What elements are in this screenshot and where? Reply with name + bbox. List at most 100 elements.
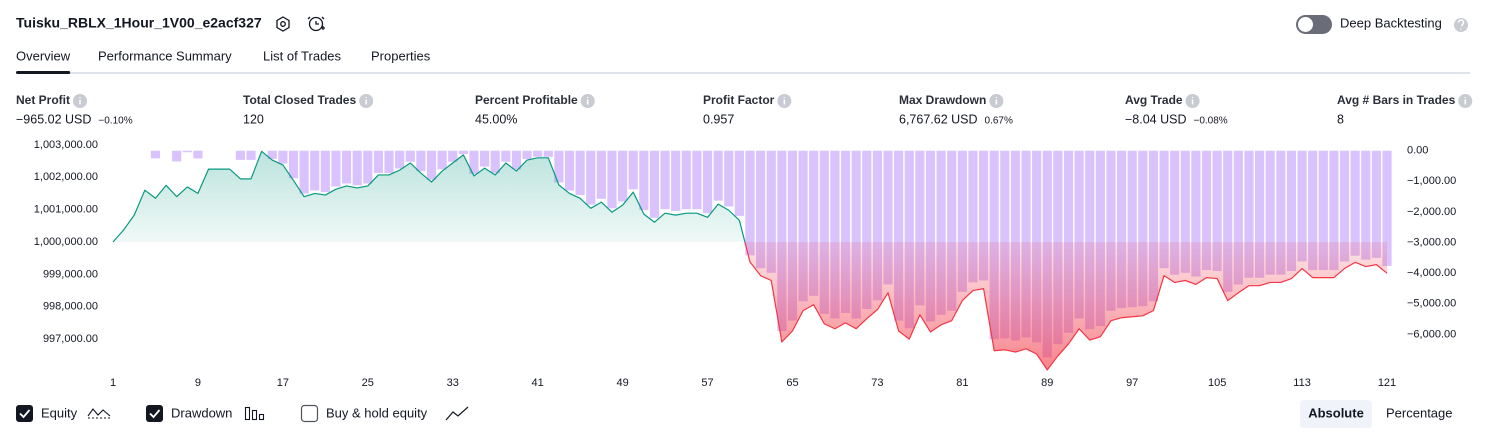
drawdown-bar: [777, 150, 787, 332]
settings-icon[interactable]: [276, 16, 290, 32]
drawdown-bar: [628, 150, 638, 190]
x-tick-label: 1: [110, 377, 116, 389]
x-tick-label: 105: [1208, 377, 1226, 389]
drawdown-bar: [1329, 150, 1339, 271]
drawdown-bar: [1308, 150, 1318, 271]
drawdown-bar: [384, 150, 394, 174]
drawdown-bar: [1148, 150, 1159, 302]
toggle-knob: [1298, 17, 1313, 32]
drawdown-bar: [936, 150, 946, 315]
drawdown-bar: [575, 150, 585, 196]
drawdown-bar: [278, 150, 288, 164]
tab[interactable]: Overview: [16, 48, 71, 63]
strategy-title: Tuisku_RBLX_1Hour_1V00_e2acf327: [16, 15, 262, 31]
metric-label: Max Drawdown: [899, 93, 986, 107]
legend-checkbox[interactable]: Buy & hold equity: [300, 404, 428, 423]
y-tick-label: 999,000.00: [43, 268, 98, 280]
drawdown-bar: [533, 150, 543, 157]
icon-line: [445, 406, 469, 421]
x-tick-label: 121: [1378, 377, 1396, 389]
drawdown-bar: [1159, 150, 1169, 269]
drawdown-bar: [310, 150, 320, 191]
drawdown-bar: [501, 150, 511, 162]
x-tick-label: 97: [1126, 377, 1138, 389]
legend-checkbox[interactable]: Drawdown: [146, 405, 232, 422]
drawdown-bar: [1382, 150, 1392, 266]
drawdown-bar: [1191, 150, 1201, 277]
drawdown-bar: [1361, 150, 1371, 260]
metric-label: Total Closed Trades: [243, 93, 356, 107]
drawdown-bar: [1212, 150, 1222, 272]
deep-backtesting-toggle[interactable]: [1296, 15, 1332, 34]
drawdown-bar: [246, 150, 256, 160]
icon-bar: [258, 413, 265, 421]
drawdown-bar: [543, 150, 553, 157]
drawdown-bar: [968, 150, 978, 283]
drawdown-bar: [702, 150, 713, 214]
drawdown-bar: [1371, 150, 1381, 258]
drawdown-bar: [267, 150, 277, 159]
drawdown-bar: [554, 150, 564, 183]
drawdown-bar: [458, 150, 468, 155]
metric-label: Profit Factor: [703, 93, 775, 107]
y-tick-label: 1,001,000.00: [34, 204, 98, 216]
clock-hands: [307, 16, 325, 30]
metric-value: 120: [243, 112, 264, 126]
drawdown-bar: [1180, 150, 1190, 273]
drawdown-bar: [894, 150, 904, 321]
drawdown-bar: [957, 150, 967, 292]
drawdown-bar: [1127, 150, 1137, 308]
drawdown-bar: [352, 150, 362, 186]
drawdown-bar: [851, 150, 861, 319]
drawdown-bar: [586, 150, 596, 205]
y2-tick-label: −5,000.00: [1407, 298, 1456, 310]
drawdown-bar: [1138, 150, 1148, 307]
y-tick-label: 1,002,000.00: [34, 171, 98, 183]
buyhold-legend-icon: [445, 406, 469, 421]
y2-tick-label: −1,000.00: [1407, 175, 1456, 187]
drawdown-bar: [235, 150, 245, 160]
metric-percent: −0.10%: [98, 116, 132, 127]
drawdown-bar: [862, 150, 872, 309]
tab[interactable]: Performance Summary: [98, 48, 232, 63]
tab[interactable]: Properties: [371, 48, 431, 63]
gear-hole: [280, 21, 286, 27]
drawdown-bar: [1339, 150, 1350, 262]
x-tick-label: 9: [195, 377, 201, 389]
alert-icon[interactable]: [307, 16, 325, 32]
help-icon[interactable]: [1454, 18, 1468, 32]
mode-active-bg: [1300, 400, 1372, 428]
mode-button[interactable]: Absolute: [1308, 405, 1364, 420]
drawdown-bar: [724, 150, 734, 207]
drawdown-bar: [872, 150, 882, 301]
mode-button[interactable]: Percentage: [1386, 405, 1453, 420]
drawdown-bar: [1265, 150, 1275, 275]
drawdown-bar: [883, 150, 893, 285]
drawdown-bar: [1318, 150, 1328, 271]
drawdown-bar: [1233, 150, 1243, 285]
tab[interactable]: List of Trades: [263, 48, 342, 63]
checkmark: [19, 409, 31, 419]
y-tick-label: 1,003,000.00: [34, 139, 98, 151]
drawdown-bar: [692, 150, 702, 210]
drawdown-bar: [193, 150, 203, 159]
drawdown-bar: [288, 150, 299, 179]
drawdown-bar: [182, 150, 192, 153]
drawdown-bar: [469, 150, 479, 174]
drawdown-bar: [1276, 150, 1286, 275]
drawdown-bar: [150, 150, 161, 159]
drawdown-bar: [809, 150, 819, 296]
legend-label: Buy & hold equity: [326, 405, 428, 420]
metric-value: 8: [1337, 112, 1344, 126]
drawdown-bar: [660, 150, 670, 210]
x-tick-label: 57: [701, 377, 713, 389]
drawdown-bar: [681, 150, 691, 210]
drawdown-bar: [1201, 150, 1212, 271]
drawdown-bar: [564, 150, 575, 191]
drawdown-bar: [405, 150, 415, 162]
drawdown-bar: [596, 150, 606, 199]
x-tick-label: 81: [956, 377, 968, 389]
legend-checkbox[interactable]: Equity: [16, 405, 78, 422]
drawdown-bar: [437, 150, 447, 170]
